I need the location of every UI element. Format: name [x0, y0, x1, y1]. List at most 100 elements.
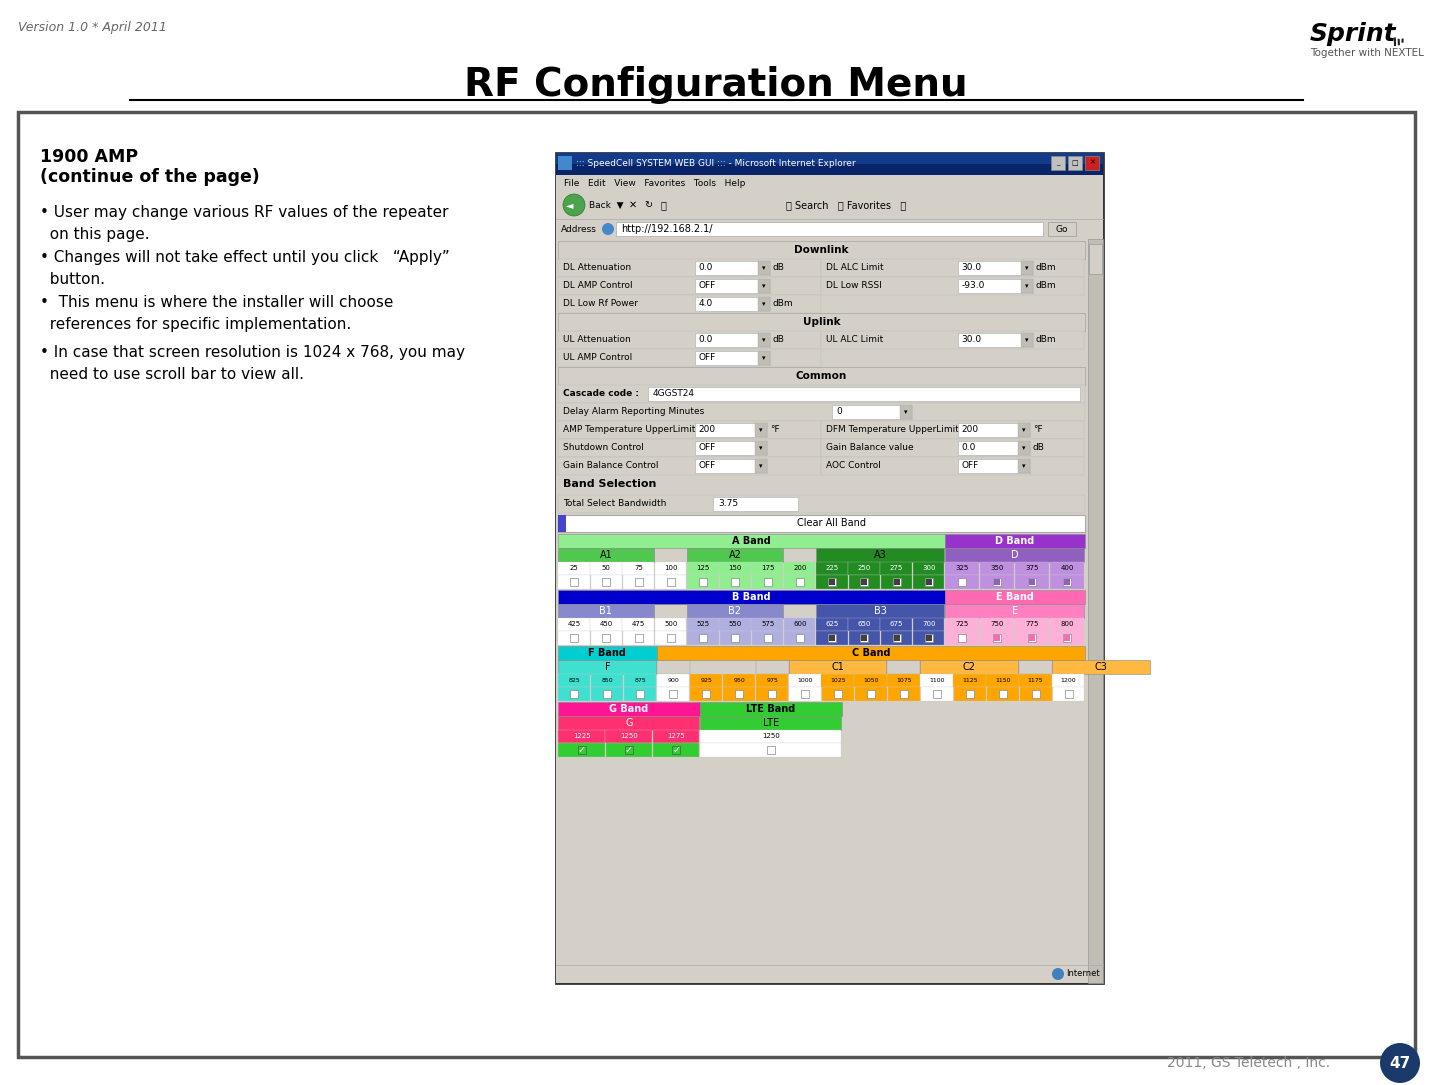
Text: G Band: G Band	[609, 704, 649, 714]
Bar	[944, 604, 1083, 618]
Bar	[616, 222, 1043, 237]
Bar	[957, 459, 1030, 473]
Bar	[926, 579, 931, 585]
Bar	[1063, 578, 1072, 586]
Bar	[557, 439, 821, 457]
Text: Band Selection: Band Selection	[563, 478, 656, 489]
Bar	[755, 441, 767, 455]
Bar	[953, 674, 986, 687]
Text: ✓: ✓	[672, 745, 681, 755]
Bar	[821, 457, 1083, 475]
Text: °F: °F	[770, 425, 780, 434]
Bar	[1052, 660, 1149, 674]
Text: E: E	[1012, 607, 1017, 616]
Text: Downlink: Downlink	[794, 245, 848, 255]
Bar	[557, 312, 1085, 331]
Text: 1250: 1250	[762, 733, 780, 740]
Text: B2: B2	[728, 607, 741, 616]
Bar	[557, 495, 1085, 513]
Bar	[606, 743, 652, 757]
Bar	[655, 618, 686, 631]
Bar	[815, 618, 848, 631]
Text: • Changes will not take effect until you click   “Apply”
  button.: • Changes will not take effect until you…	[40, 250, 450, 288]
Text: dB: dB	[772, 264, 785, 272]
Bar	[722, 674, 755, 687]
Text: UL Attenuation: UL Attenuation	[563, 335, 631, 345]
Text: 650: 650	[858, 622, 871, 627]
Bar	[913, 618, 944, 631]
Text: 400: 400	[1060, 565, 1075, 572]
Bar	[861, 635, 867, 641]
Text: Internet: Internet	[1066, 970, 1099, 979]
Bar	[1015, 618, 1049, 631]
Text: C3: C3	[1095, 662, 1108, 672]
Bar	[557, 241, 1085, 259]
Bar	[821, 674, 854, 687]
Bar	[784, 562, 815, 575]
Bar	[19, 112, 1414, 1057]
Text: dBm: dBm	[1036, 281, 1056, 291]
Bar	[764, 634, 771, 642]
Text: 1025: 1025	[830, 678, 845, 682]
Bar	[557, 421, 821, 439]
Text: DL AMP Control: DL AMP Control	[563, 281, 632, 291]
Text: 2011, GS Teletech , Inc.: 2011, GS Teletech , Inc.	[1166, 1056, 1330, 1070]
Text: B3: B3	[874, 607, 887, 616]
Bar	[557, 331, 821, 349]
Text: C Band: C Band	[851, 648, 890, 658]
Text: ▾: ▾	[759, 445, 762, 451]
Bar	[1016, 575, 1049, 589]
Text: □: □	[1072, 159, 1078, 166]
Bar	[695, 423, 767, 437]
Bar	[1050, 156, 1065, 170]
Bar	[658, 687, 689, 701]
Bar	[767, 746, 775, 754]
Text: G: G	[625, 718, 633, 728]
Bar	[1029, 579, 1036, 585]
Bar	[784, 618, 815, 631]
Bar	[635, 634, 642, 642]
Text: 675: 675	[890, 622, 903, 627]
Bar	[815, 548, 944, 562]
Text: dBm: dBm	[1036, 335, 1056, 345]
Bar	[1020, 279, 1033, 293]
Text: ▾: ▾	[1025, 283, 1029, 289]
Bar	[815, 562, 848, 575]
Text: OFF: OFF	[699, 281, 716, 291]
Bar	[656, 646, 1085, 660]
Text: DFM Temperature UpperLimit: DFM Temperature UpperLimit	[825, 425, 959, 434]
Text: 200: 200	[699, 425, 716, 434]
Text: 30.0: 30.0	[962, 264, 982, 272]
Text: 1275: 1275	[668, 733, 685, 740]
Text: 800: 800	[1060, 622, 1075, 627]
Bar	[1050, 631, 1085, 644]
Bar	[980, 562, 1015, 575]
Bar	[699, 716, 841, 730]
Bar	[557, 562, 590, 575]
Bar	[830, 579, 835, 585]
Bar	[1029, 635, 1036, 641]
Bar	[655, 562, 686, 575]
Text: A1: A1	[599, 550, 612, 560]
Bar	[605, 730, 652, 743]
Text: 750: 750	[990, 622, 1005, 627]
Text: Gain Balance value: Gain Balance value	[825, 444, 914, 452]
Bar	[867, 690, 876, 698]
Bar	[623, 674, 656, 687]
Bar	[887, 674, 920, 687]
Text: 700: 700	[921, 622, 936, 627]
Bar	[893, 578, 900, 586]
Text: ◄: ◄	[566, 200, 573, 210]
Bar	[1017, 423, 1030, 437]
Bar	[833, 405, 911, 419]
Bar	[830, 635, 835, 641]
Bar	[557, 367, 1085, 385]
Text: UL ALC Limit: UL ALC Limit	[825, 335, 883, 345]
Bar	[1052, 674, 1085, 687]
Text: A2: A2	[728, 550, 741, 560]
Bar	[557, 548, 653, 562]
Bar	[1017, 441, 1030, 455]
Text: Common: Common	[795, 371, 847, 381]
Bar	[887, 660, 920, 674]
Bar	[900, 405, 911, 419]
